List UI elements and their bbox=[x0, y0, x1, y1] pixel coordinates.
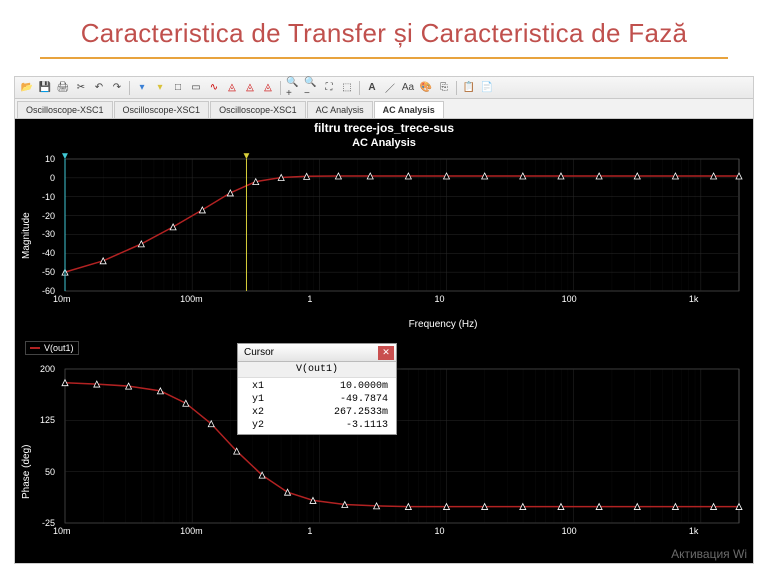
zoom-fit-icon[interactable]: ⛶ bbox=[321, 80, 337, 96]
ytick: 200 bbox=[33, 364, 55, 374]
cursor-yellow-icon[interactable]: ▾ bbox=[152, 80, 168, 96]
ytick: 10 bbox=[33, 154, 55, 164]
toolbar-separator bbox=[456, 81, 457, 95]
cursor2-marker-icon[interactable]: ▼ bbox=[241, 151, 251, 162]
xtick: 100m bbox=[180, 294, 210, 304]
ytick: 125 bbox=[33, 415, 55, 425]
legend-swatch bbox=[30, 347, 40, 349]
cursor-key: x1 bbox=[252, 381, 264, 392]
cursor-blue-icon[interactable]: ▾ bbox=[134, 80, 150, 96]
xtick: 1k bbox=[689, 526, 719, 536]
close-icon[interactable]: ✕ bbox=[378, 346, 394, 360]
marker-red2-icon[interactable]: ◬ bbox=[242, 80, 258, 96]
phase-chart[interactable] bbox=[57, 363, 747, 543]
xtick: 10m bbox=[53, 526, 83, 536]
chart-title: filtru trece-jos_trece-sus bbox=[314, 121, 454, 135]
cursor-row: y2 -3.1113 bbox=[238, 419, 396, 432]
xtick: 100m bbox=[180, 526, 210, 536]
ytick: -30 bbox=[33, 229, 55, 239]
marker-red1-icon[interactable]: ◬ bbox=[224, 80, 240, 96]
toolbar-separator bbox=[129, 81, 130, 95]
tab-0[interactable]: Oscilloscope-XSC1 bbox=[17, 101, 113, 118]
legend-label: V(out1) bbox=[44, 343, 74, 353]
wave-icon[interactable]: ∿ bbox=[206, 80, 222, 96]
xtick: 10m bbox=[53, 294, 83, 304]
ytick: -60 bbox=[33, 286, 55, 296]
zoom-out-icon[interactable]: 🔍− bbox=[303, 80, 319, 96]
ytick: -25 bbox=[33, 518, 55, 528]
plot-area: filtru trece-jos_trece-sus AC Analysis M… bbox=[15, 119, 753, 563]
ytick: 50 bbox=[33, 467, 55, 477]
cursor-row: x2 267.2533m bbox=[238, 406, 396, 419]
xtick: 1 bbox=[307, 526, 337, 536]
legend: V(out1) bbox=[25, 341, 79, 355]
zoom-in-icon[interactable]: 🔍+ bbox=[285, 80, 301, 96]
ytick: -40 bbox=[33, 248, 55, 258]
text-a-icon[interactable]: A bbox=[364, 80, 380, 96]
magnitude-ylabel: Magnitude bbox=[21, 212, 32, 259]
cursor-value: -3.1113 bbox=[346, 420, 388, 431]
toolbar: 📂💾🖨✂↶↷▾▾□▭∿◬◬◬🔍+🔍−⛶⬚A／Aa🎨⎘📋📄 bbox=[15, 77, 753, 99]
xtick: 1 bbox=[307, 294, 337, 304]
tab-1[interactable]: Oscilloscope-XSC1 bbox=[114, 101, 210, 118]
export-icon[interactable]: ⎘ bbox=[436, 80, 452, 96]
xtick: 100 bbox=[562, 526, 592, 536]
overlay-icon[interactable]: ▭ bbox=[188, 80, 204, 96]
cursor-window-header[interactable]: Cursor ✕ bbox=[238, 344, 396, 362]
title-underline bbox=[40, 57, 728, 59]
paste-icon[interactable]: 📄 bbox=[479, 80, 495, 96]
magnitude-chart[interactable] bbox=[57, 153, 747, 311]
phase-ylabel: Phase (deg) bbox=[21, 445, 32, 499]
cursor-key: y2 bbox=[252, 420, 264, 431]
cursor-body: x1 10.0000m y1 -49.7874 x2 267.2533m y2 -3.1113 bbox=[238, 378, 396, 434]
tab-4[interactable]: AC Analysis bbox=[374, 101, 444, 118]
marker-red3-icon[interactable]: ◬ bbox=[260, 80, 276, 96]
open-icon[interactable]: 📂 bbox=[19, 80, 35, 96]
xtick: 10 bbox=[435, 294, 465, 304]
xtick: 10 bbox=[435, 526, 465, 536]
slide-title: Caracteristica de Transfer și Caracteris… bbox=[0, 0, 768, 57]
toolbar-separator bbox=[280, 81, 281, 95]
cursor-row: x1 10.0000m bbox=[238, 380, 396, 393]
xtick: 100 bbox=[562, 294, 592, 304]
tab-2[interactable]: Oscilloscope-XSC1 bbox=[210, 101, 306, 118]
copy-icon[interactable]: 📋 bbox=[461, 80, 477, 96]
cursor-key: x2 bbox=[252, 407, 264, 418]
cursor1-marker-icon[interactable]: ▼ bbox=[60, 151, 70, 162]
zoom-area-icon[interactable]: ⬚ bbox=[339, 80, 355, 96]
ytick: -10 bbox=[33, 192, 55, 202]
palette-icon[interactable]: 🎨 bbox=[418, 80, 434, 96]
ytick: 0 bbox=[33, 173, 55, 183]
cursor-value: 10.0000m bbox=[340, 381, 388, 392]
cursor-window[interactable]: Cursor ✕ V(out1) x1 10.0000m y1 -49.7874 x2 2… bbox=[237, 343, 397, 435]
tabs-bar: Oscilloscope-XSC1Oscilloscope-XSC1Oscill… bbox=[15, 99, 753, 119]
watermark: Активация Wi bbox=[671, 547, 747, 561]
undo-icon[interactable]: ↶ bbox=[91, 80, 107, 96]
show-icon[interactable]: □ bbox=[170, 80, 186, 96]
save-icon[interactable]: 💾 bbox=[37, 80, 53, 96]
cursor-window-title: Cursor bbox=[244, 347, 274, 358]
tab-3[interactable]: AC Analysis bbox=[307, 101, 373, 118]
magnitude-xlabel: Frequency (Hz) bbox=[409, 319, 478, 330]
cursor-value: -49.7874 bbox=[340, 394, 388, 405]
ytick: -50 bbox=[33, 267, 55, 277]
redo-icon[interactable]: ↷ bbox=[109, 80, 125, 96]
xtick: 1k bbox=[689, 294, 719, 304]
cursor-key: y1 bbox=[252, 394, 264, 405]
chart-subtitle: AC Analysis bbox=[352, 137, 416, 149]
grapher-window: 📂💾🖨✂↶↷▾▾□▭∿◬◬◬🔍+🔍−⛶⬚A／Aa🎨⎘📋📄 Oscilloscop… bbox=[14, 76, 754, 564]
text-line-icon[interactable]: ／ bbox=[382, 80, 398, 96]
cursor-value: 267.2533m bbox=[334, 407, 388, 418]
cursor-column-header: V(out1) bbox=[238, 362, 396, 378]
print-icon[interactable]: 🖨 bbox=[55, 80, 71, 96]
ytick: -20 bbox=[33, 211, 55, 221]
toolbar-separator bbox=[359, 81, 360, 95]
cursor-row: y1 -49.7874 bbox=[238, 393, 396, 406]
cut-icon[interactable]: ✂ bbox=[73, 80, 89, 96]
text-aa-icon[interactable]: Aa bbox=[400, 80, 416, 96]
